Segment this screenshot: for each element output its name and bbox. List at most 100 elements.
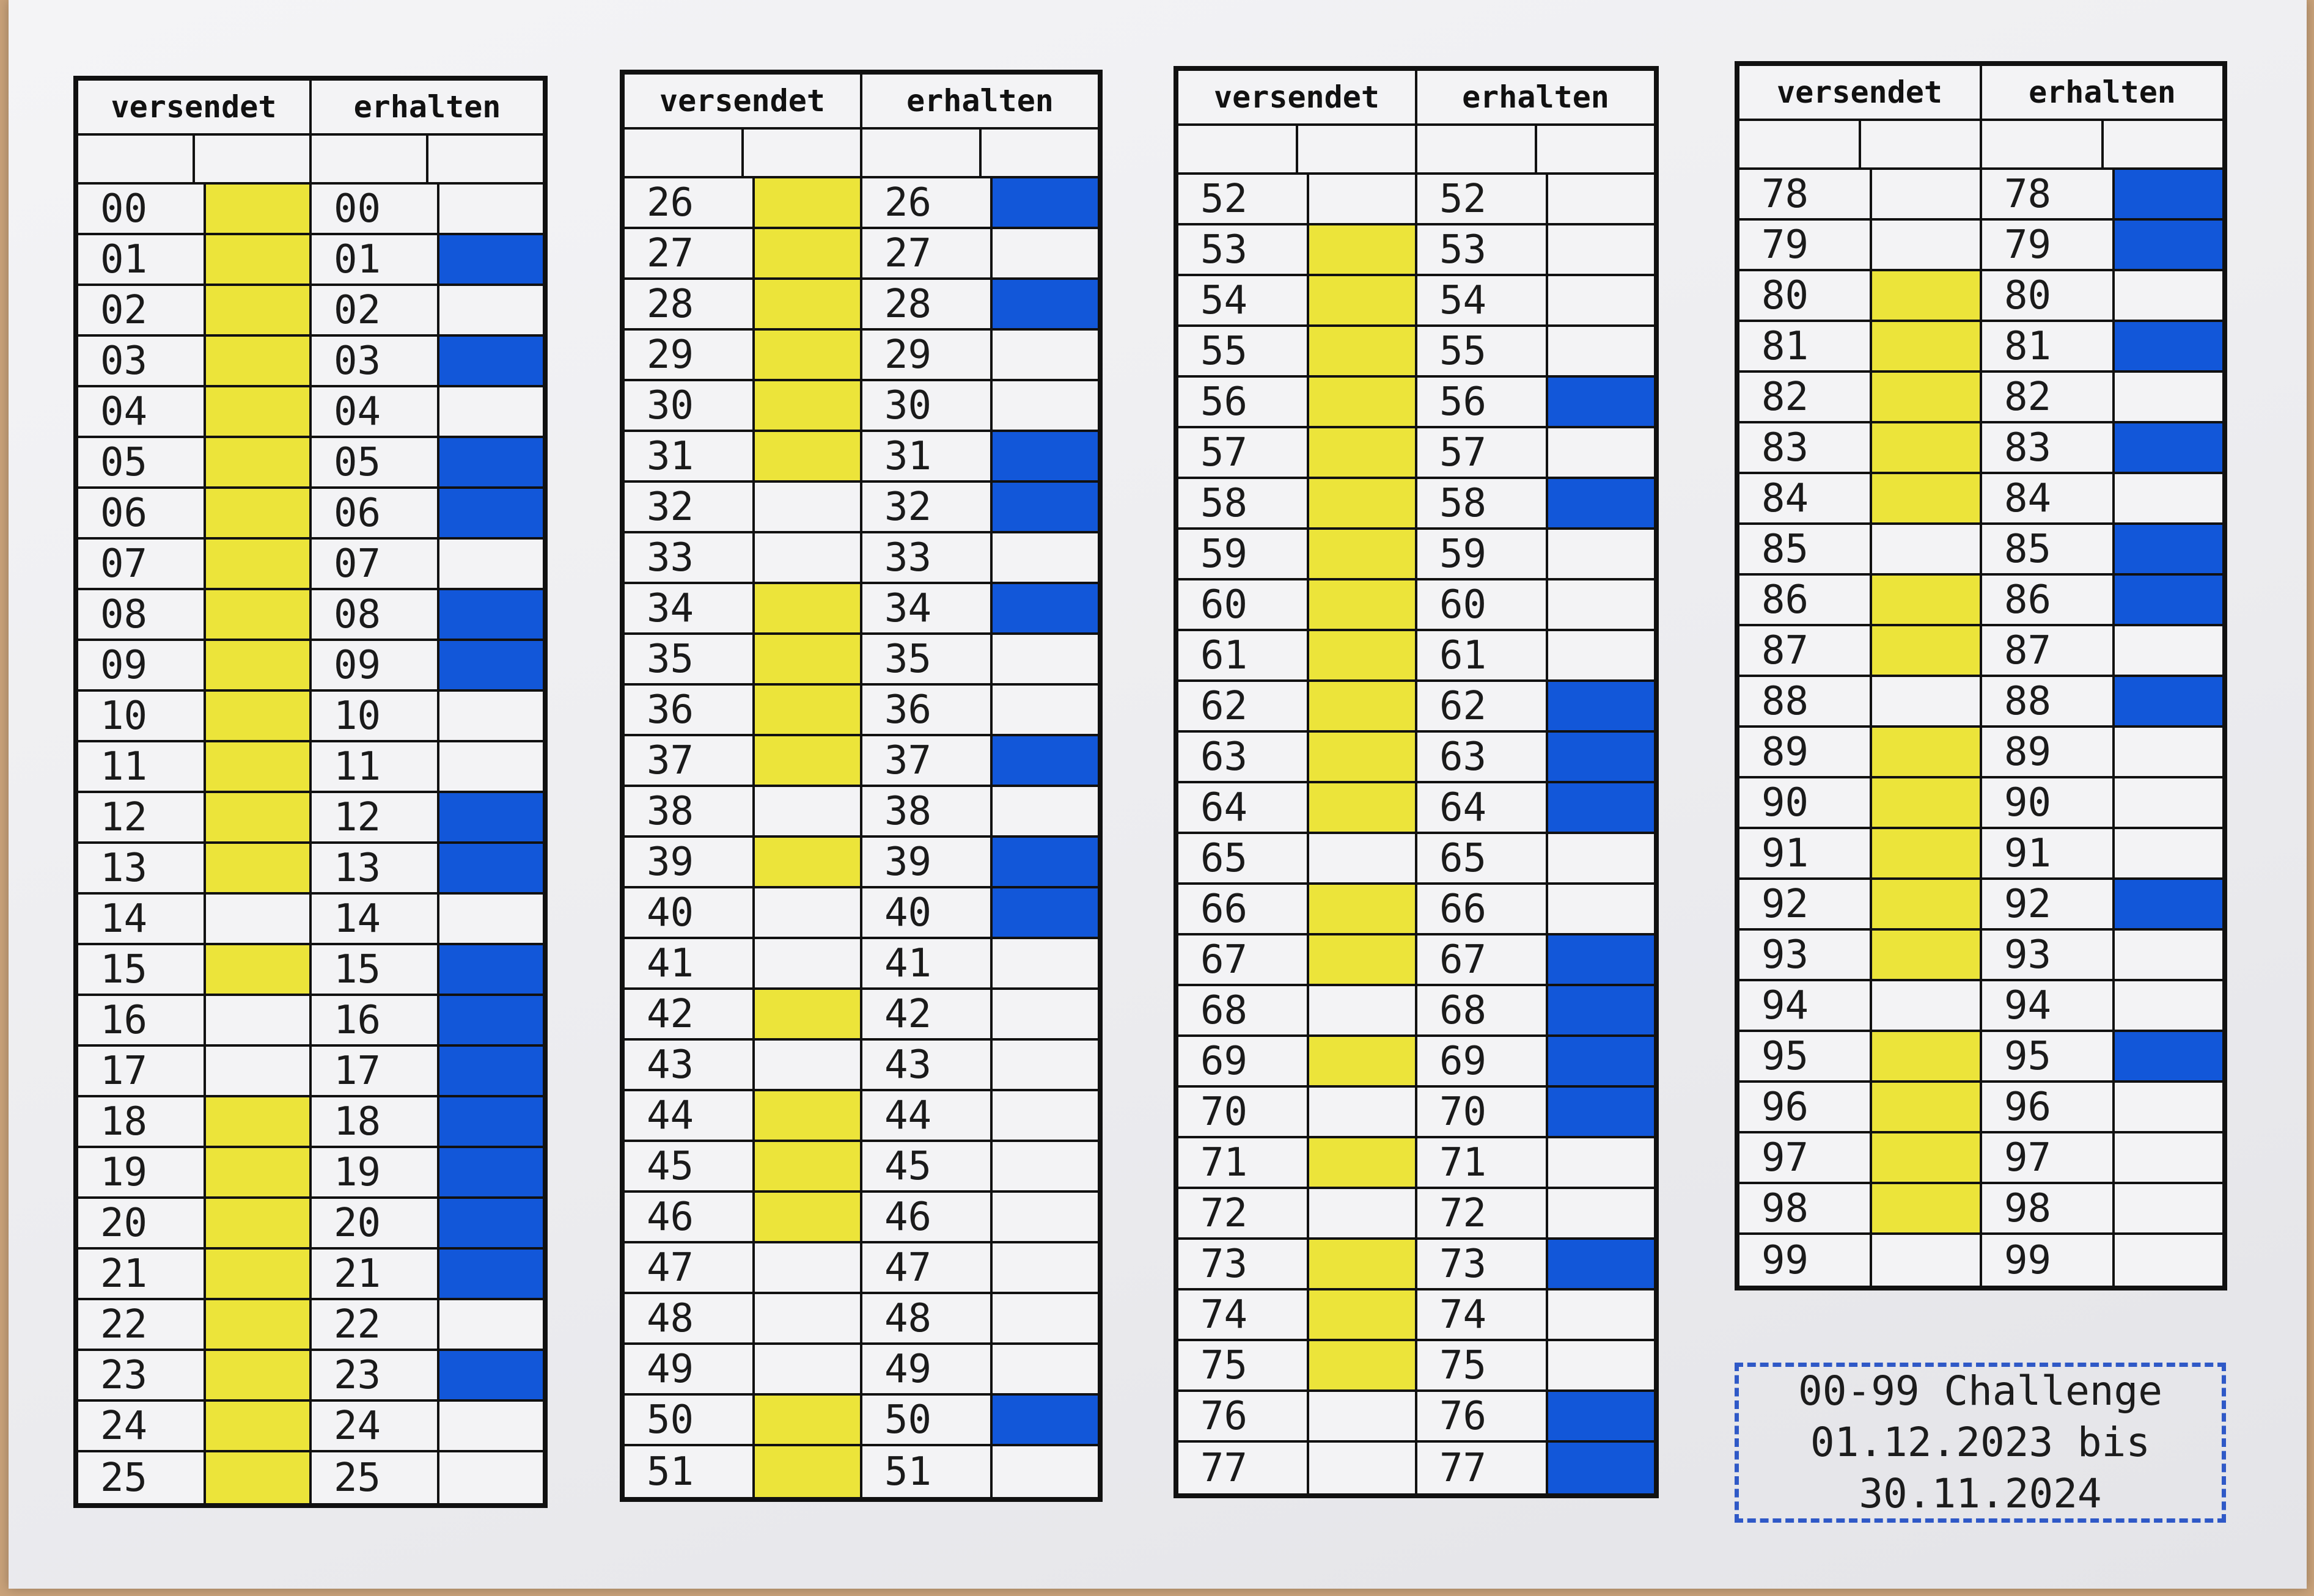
blank-header-cell (193, 136, 309, 182)
table-header: versendet erhalten (78, 81, 543, 136)
sent-mark-filled (1306, 327, 1415, 375)
received-mark-empty (990, 1091, 1098, 1140)
received-mark-empty (1545, 530, 1655, 578)
table-row: 06 06 (78, 489, 543, 540)
table-row: 86 86 (1739, 576, 2222, 626)
sent-number: 40 (647, 890, 694, 935)
sent-mark-filled (752, 1142, 860, 1190)
sent-mark-filled (204, 337, 309, 385)
sent-column-header: versendet (659, 83, 825, 119)
sent-mark-empty (1869, 525, 1980, 573)
received-mark-empty (437, 387, 543, 436)
table-78-99: versendet erhalten 78 78 79 79 80 80 81 81 82 82 83 8… (1735, 61, 2227, 1290)
received-mark-filled (2112, 1032, 2222, 1080)
sent-mark-filled (1869, 322, 1980, 370)
table-row: 77 77 (1178, 1443, 1654, 1493)
received-mark-filled (437, 489, 543, 537)
received-mark-empty (990, 1294, 1098, 1342)
sent-mark-filled (1869, 1184, 1980, 1232)
table-row: 47 47 (625, 1243, 1098, 1294)
sent-number: 22 (100, 1301, 148, 1347)
sent-mark-empty (1869, 221, 1980, 269)
sent-number: 88 (1761, 678, 1809, 724)
sent-mark-filled (1869, 474, 1980, 522)
received-mark-empty (2112, 271, 2223, 320)
sent-mark-filled (1869, 778, 1980, 827)
table-row: 88 88 (1739, 677, 2222, 728)
sent-mark-filled (752, 381, 860, 430)
received-mark-empty (1545, 327, 1655, 375)
sent-number: 69 (1200, 1038, 1248, 1084)
table-subheader (1739, 121, 2222, 170)
received-number: 58 (1415, 479, 1546, 527)
table-row: 59 59 (1178, 530, 1654, 580)
received-number: 49 (860, 1345, 990, 1393)
received-number: 47 (860, 1243, 990, 1292)
sent-mark-filled (1869, 576, 1980, 624)
sent-mark-empty (752, 939, 861, 987)
table-row: 80 80 (1739, 271, 2222, 322)
received-mark-empty (2112, 778, 2223, 827)
table-row: 72 72 (1178, 1189, 1654, 1240)
received-number: 53 (1415, 225, 1546, 274)
received-mark-filled (2112, 221, 2222, 269)
sent-number: 65 (1200, 835, 1248, 881)
sent-number: 39 (647, 839, 694, 885)
sent-number: 64 (1200, 785, 1248, 830)
received-number: 19 (309, 1148, 437, 1196)
sent-mark-filled (204, 286, 309, 334)
received-number: 41 (860, 939, 990, 987)
received-mark-empty (2112, 1235, 2223, 1286)
received-number: 22 (309, 1300, 437, 1349)
table-row: 31 31 (625, 432, 1098, 483)
received-number: 63 (1415, 733, 1546, 781)
received-mark-filled (990, 280, 1098, 328)
received-mark-empty (990, 1243, 1098, 1292)
blank-header-cell (860, 130, 979, 176)
sent-mark-filled (1306, 1341, 1415, 1389)
table-row: 40 40 (625, 888, 1098, 939)
table-row: 33 33 (625, 533, 1098, 584)
sent-number: 12 (100, 794, 148, 840)
received-mark-empty (437, 1452, 543, 1503)
table-row: 03 03 (78, 337, 543, 387)
received-mark-empty (990, 1446, 1098, 1497)
sent-mark-empty (1869, 677, 1980, 725)
sent-mark-filled (1306, 1240, 1415, 1288)
sent-number: 91 (1761, 830, 1809, 876)
challenge-title: 00-99 Challenge (1798, 1367, 2163, 1415)
received-number: 42 (860, 990, 990, 1038)
received-mark-empty (437, 692, 543, 740)
received-number: 56 (1415, 378, 1546, 426)
received-mark-filled (437, 641, 543, 689)
received-mark-empty (1545, 885, 1655, 933)
received-mark-empty (990, 533, 1098, 582)
sent-mark-filled (1869, 271, 1980, 320)
sent-number: 28 (647, 281, 694, 327)
table-row: 19 19 (78, 1148, 543, 1199)
sent-mark-filled (752, 990, 860, 1038)
sent-number: 75 (1200, 1342, 1248, 1388)
received-number: 52 (1415, 175, 1546, 223)
table-row: 18 18 (78, 1097, 543, 1148)
received-number: 50 (860, 1396, 990, 1444)
table-row: 84 84 (1739, 474, 2222, 525)
sent-number: 35 (647, 636, 694, 682)
received-mark-filled (990, 736, 1098, 785)
received-number: 81 (1980, 322, 2112, 370)
table-row: 68 68 (1178, 986, 1654, 1037)
received-mark-empty (1545, 834, 1655, 882)
sent-number: 99 (1761, 1237, 1809, 1283)
sent-number: 10 (100, 693, 148, 739)
received-mark-filled (1545, 378, 1654, 426)
received-mark-empty (990, 990, 1098, 1038)
sent-mark-filled (1869, 1083, 1980, 1131)
sent-number: 62 (1200, 683, 1248, 729)
received-mark-empty (2112, 1083, 2223, 1131)
received-number: 69 (1415, 1037, 1546, 1085)
sent-number: 17 (100, 1048, 148, 1094)
sent-number: 38 (647, 788, 694, 834)
received-number: 91 (1980, 829, 2112, 877)
sent-number: 36 (647, 687, 694, 733)
sent-number: 48 (647, 1295, 694, 1341)
